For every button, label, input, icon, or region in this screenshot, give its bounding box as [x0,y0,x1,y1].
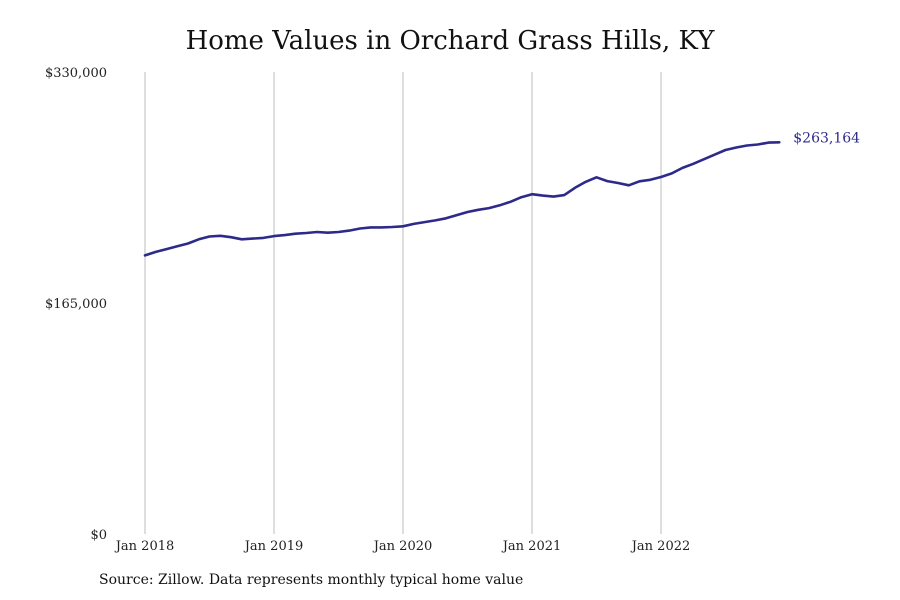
gridlines [144,72,662,534]
x-tick-label: Jan 2020 [372,539,433,554]
end-value-label: $263,164 [793,130,860,146]
series-layer: $263,164 [143,130,860,257]
y-tick-label: $330,000 [45,66,107,81]
y-tick-label: $0 [90,528,107,543]
x-tick-label: Jan 2019 [243,539,304,554]
y-tick-label: $165,000 [45,297,107,312]
x-tick-label: Jan 2021 [501,539,562,554]
axis-ticks: Jan 2018 Jan 2019 Jan 2020 Jan 2021 Jan 2022… [45,66,690,554]
series-line [143,141,781,257]
source-note: Source: Zillow. Data represents monthly … [99,572,524,588]
x-tick-label: Jan 2018 [114,539,175,554]
x-tick-label: Jan 2022 [630,539,691,554]
chart-title: Home Values in Orchard Grass Hills, KY [185,26,715,56]
